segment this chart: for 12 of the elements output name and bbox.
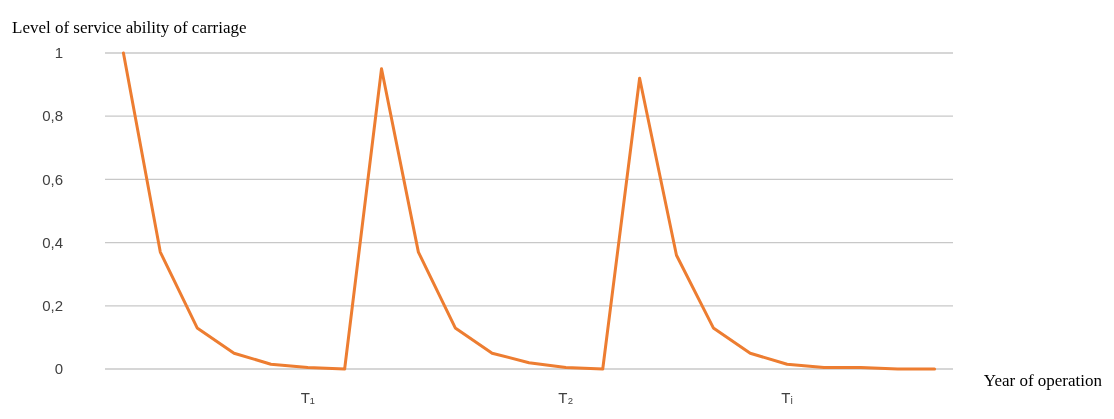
y-tick-label: 0: [54, 360, 63, 378]
line-series: [121, 51, 937, 371]
x-tick-label: T₂: [558, 389, 574, 406]
y-tick-label: 0,2: [42, 297, 63, 315]
x-axis-title: Year of operation: [983, 371, 1103, 390]
x-tick-label: Tᵢ: [781, 389, 793, 406]
x-tick-label: T₁: [300, 389, 315, 406]
y-tick-label: 0,4: [42, 233, 63, 251]
y-tick-label: 1: [54, 44, 63, 62]
y-tick-label: 0,6: [42, 170, 63, 188]
y-axis-title: Level of service ability of carriage: [12, 18, 247, 37]
y-tick-label: 0,8: [42, 107, 63, 125]
